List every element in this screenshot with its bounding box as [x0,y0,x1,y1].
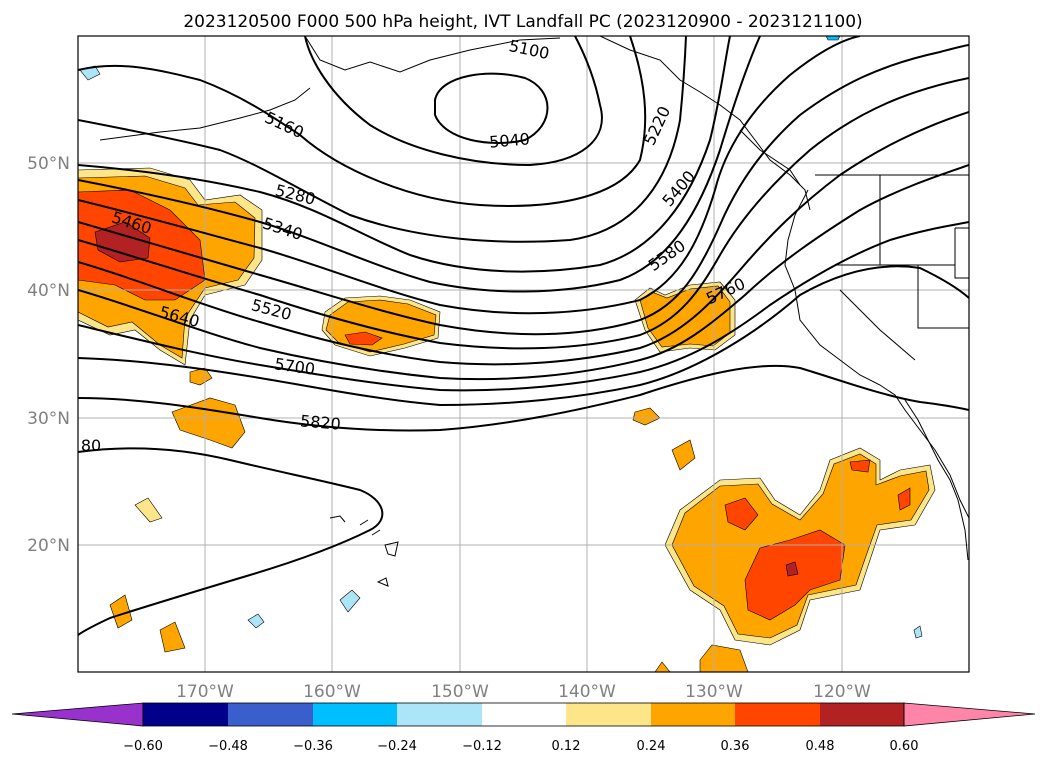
coastline-aleutians [99,87,311,141]
ivt-region-small-9 [339,589,361,613]
contour-5400 [78,36,861,315]
ivt-region-southeast-red-2 [724,497,759,531]
lon-label-140w: 140°W [558,682,616,702]
colorbar-tick-2: −0.48 [208,739,248,754]
colorbar-tick-7: 0.24 [637,739,666,754]
ivt-region-bottom-2 [654,661,671,672]
coastlines [99,36,969,587]
ivt-region-southeast-darkred [785,561,799,577]
lon-label-150w: 150°W [431,682,489,702]
ivt-region-small-4 [671,439,696,471]
contour-label-5880: 80 [81,436,101,455]
lat-label-40n: 40°N [27,281,70,301]
ivt-region-small-5 [134,497,163,523]
ivt-region-small-6 [109,594,133,629]
ivt-region-small-11 [913,625,923,639]
colorbar-segment-5 [482,703,566,726]
map-panel: 5100 5040 5160 5220 5280 5340 5400 5460 … [77,35,970,673]
ivt-region-small-2 [171,397,246,449]
ivt-region-small-3 [632,407,661,426]
contour-5880 [78,447,384,636]
map-frame [77,35,970,673]
colorbar-segment-2 [228,703,313,726]
contour-5040 [434,72,549,144]
ivt-region-small-7 [159,621,186,653]
contour-5640 [78,164,969,381]
lat-label-20n: 20°N [27,536,70,556]
contour-5760 [78,265,969,407]
contour-5340 [78,36,761,293]
border-state-3 [917,265,969,329]
lon-label-170w: 170°W [176,682,234,702]
colorbar-segment-3 [313,703,397,726]
colorbar-tick-10: 0.60 [890,739,919,754]
ivt-region-southeast-red-3 [849,459,871,473]
contour-5700 [78,221,969,392]
contour-5100 [304,36,603,167]
ivt-region-central-red [344,331,383,346]
map-title: 2023120500 F000 500 hPa height, IVT Land… [183,12,862,32]
ivt-region-small-8 [247,613,265,629]
height-contours [78,36,969,636]
colorbar-segment-7 [651,703,735,726]
ivt-region-southeast-red [744,529,846,621]
contour-5520 [78,77,969,350]
ivt-region-top-blue [825,36,841,41]
contour-5220 [78,36,687,243]
colorbar: −0.60 −0.48 −0.36 −0.24 −0.12 0.12 0.24 … [11,702,1036,754]
contour-5580 [78,111,969,366]
colorbar-segment-6 [566,703,651,726]
ivt-region-southeast-red-4 [897,487,911,511]
coastline-baja [904,399,969,561]
gridlines [78,36,969,672]
ivt-region-bottom [699,644,749,672]
colorbar-frame [142,702,905,727]
colorbar-tick-8: 0.36 [721,739,750,754]
colorbar-tick-4: −0.24 [377,739,417,754]
colorbar-segment-9 [820,703,904,726]
coastline-west-us [784,189,969,520]
colorbar-segment-1 [143,703,228,726]
coastline-hawaii [329,515,399,587]
contour-5820 [78,364,969,432]
colorbar-tick-3: −0.36 [293,739,333,754]
latitude-labels: 50°N 40°N 30°N 20°N [27,154,70,556]
colorbar-tick-9: 0.48 [806,739,835,754]
border-state-4 [954,227,969,279]
ivt-region-northeast-core [639,285,731,348]
longitude-labels: 170°W 160°W 150°W 140°W 130°W 120°W [176,682,871,702]
colorbar-extend-right [903,702,1036,727]
contour-label-5820: 5820 [299,411,341,433]
ivt-region-west-pacific-darkred [94,221,151,263]
coastline-alaska [304,36,811,211]
coastline-vancouver [739,129,801,186]
colorbar-tick-5: −0.12 [462,739,502,754]
colorbar-segment-4 [397,703,482,726]
contour-label-5040: 5040 [488,129,530,151]
lat-label-30n: 30°N [27,409,70,429]
contour-5280 [78,36,731,273]
lat-label-50n: 50°N [27,154,70,174]
colorbar-tick-1: −0.60 [123,739,163,754]
lon-label-120w: 120°W [813,682,871,702]
colorbar-tick-6: 0.12 [552,739,581,754]
lon-label-130w: 130°W [685,682,743,702]
contour-5460 [78,44,969,336]
colorbar-extend-left [11,702,144,727]
border-state-5 [839,289,916,361]
lon-label-160w: 160°W [303,682,361,702]
contour-5160 [78,36,647,207]
colorbar-segment-8 [735,703,820,726]
